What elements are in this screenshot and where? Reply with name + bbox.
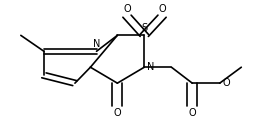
- Text: N: N: [93, 39, 100, 49]
- Text: O: O: [158, 4, 166, 14]
- Text: N: N: [147, 62, 155, 72]
- Text: O: O: [123, 4, 131, 14]
- Text: S: S: [141, 23, 147, 33]
- Text: O: O: [188, 108, 196, 118]
- Text: O: O: [223, 78, 230, 88]
- Text: O: O: [114, 108, 121, 118]
